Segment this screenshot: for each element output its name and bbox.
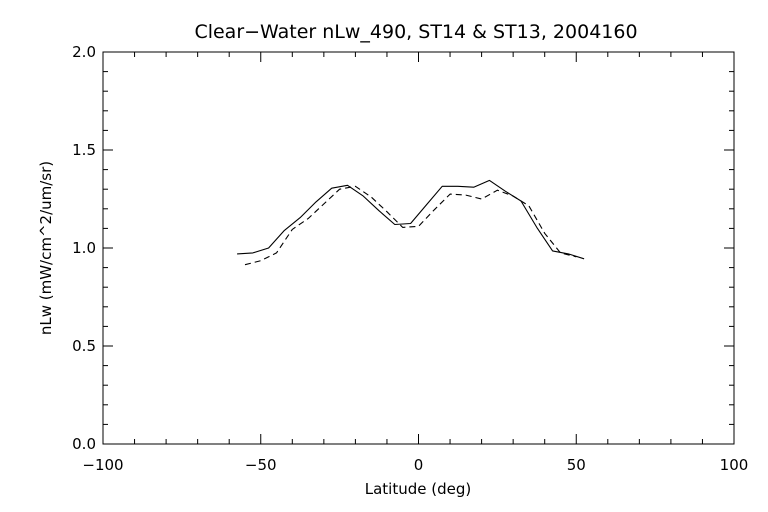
x-axis-label: Latitude (deg) — [365, 480, 471, 498]
y-tick-label: 0.0 — [72, 435, 96, 453]
y-tick-label: 0.5 — [72, 337, 96, 355]
y-tick-label: 1.0 — [72, 239, 96, 257]
x-tick-label: 100 — [720, 456, 749, 474]
x-tick-label: −100 — [82, 456, 123, 474]
y-tick-label: 1.5 — [72, 141, 96, 159]
y-axis-label: nLw (mW/cm^2/um/sr) — [37, 161, 55, 335]
series-group — [237, 179, 585, 266]
series-line-solid — [237, 179, 585, 260]
axis-ticks — [102, 51, 735, 445]
x-tick-label: −50 — [245, 456, 277, 474]
series-line-dashed — [244, 185, 577, 266]
axis-tick-labels: −100 −50 0 50 100 0.0 0.5 1.0 1.5 2.0 — [72, 43, 748, 474]
x-tick-label: 50 — [567, 456, 586, 474]
plot-frame — [102, 51, 735, 445]
chart-title: Clear−Water nLw_490, ST14 & ST13, 200416… — [194, 21, 637, 43]
x-tick-label: 0 — [414, 456, 424, 474]
y-tick-label: 2.0 — [72, 43, 96, 61]
